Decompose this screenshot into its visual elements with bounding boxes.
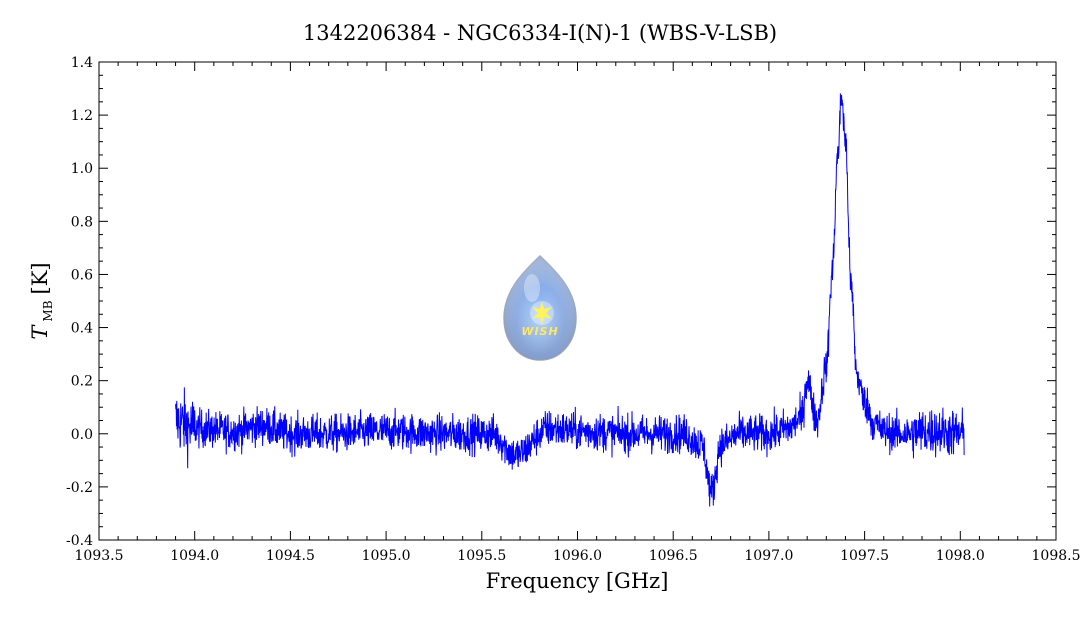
y-axis-tick-labels: -0.4 -0.2 0.0 0.2 0.4 0.6 0.8 1.0 1.2 1.4 (66, 55, 93, 549)
y-tick-label: 0.8 (71, 214, 93, 230)
y-axis-label-symbol: T (28, 324, 52, 340)
x-tick-label: 1094.5 (266, 548, 315, 564)
spectrum-series-line (175, 93, 965, 507)
y-tick-label: -0.4 (66, 533, 93, 549)
x-axis-tick-labels: 1093.5 1094.0 1094.5 1095.0 1095.5 1096.0 1096… (75, 548, 1080, 564)
y-axis-label-subscript: MB (41, 300, 55, 321)
y-axis-ticks (99, 61, 1056, 541)
logo-text: WISH (521, 325, 558, 338)
x-tick-label: 1094.0 (170, 548, 219, 564)
y-tick-label: 0.6 (71, 267, 93, 283)
y-tick-label: -0.2 (66, 480, 93, 496)
y-tick-label: 1.0 (71, 161, 93, 177)
x-tick-label: 1098.0 (936, 548, 985, 564)
y-axis-label-unit: [K] (28, 262, 52, 294)
x-tick-label: 1098.5 (1032, 548, 1080, 564)
x-axis-ticks (98, 62, 1057, 540)
y-tick-label: 1.2 (71, 108, 93, 124)
y-tick-label: 0.2 (71, 374, 93, 390)
x-tick-label: 1096.0 (553, 548, 602, 564)
x-tick-label: 1095.5 (457, 548, 506, 564)
y-axis-label: T MB [K] (28, 262, 55, 339)
water-drop-star-icon: WISH (503, 254, 577, 361)
plot-frame (98, 61, 1057, 541)
x-tick-label: 1093.5 (75, 548, 124, 564)
y-tick-label: 1.4 (71, 55, 93, 71)
y-tick-label: 0.4 (71, 321, 93, 337)
x-tick-label: 1095.0 (362, 548, 411, 564)
x-tick-label: 1096.5 (649, 548, 698, 564)
chart-title: 1342206384 - NGC6334-I(N)-1 (WBS-V-LSB) (303, 21, 777, 45)
y-tick-label: 0.0 (71, 427, 93, 443)
x-tick-label: 1097.0 (744, 548, 793, 564)
x-tick-label: 1097.5 (840, 548, 889, 564)
x-axis-label: Frequency [GHz] (486, 569, 669, 593)
